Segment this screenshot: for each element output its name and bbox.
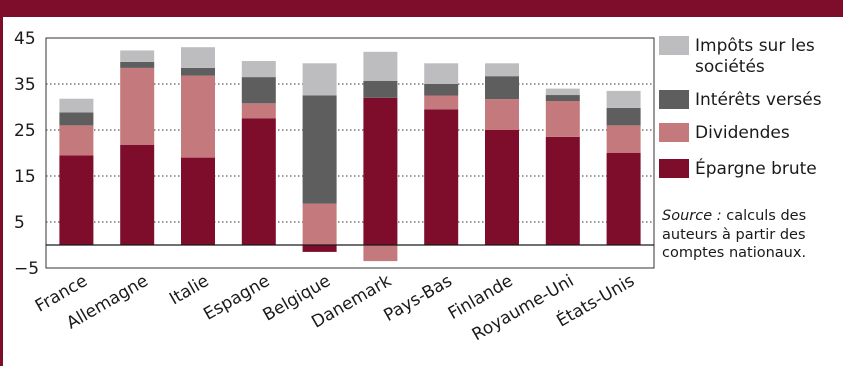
bar-segment [606, 90, 641, 108]
legend-label-dividendes: Dividendes [695, 123, 790, 143]
source-label: Source : [662, 208, 722, 224]
bar-segment [363, 97, 398, 245]
bar-segment [485, 63, 519, 77]
bar-segment [181, 67, 215, 76]
y-tick-labels: 45 35 25 15 5 −5 [14, 29, 39, 279]
legend-swatch-impots [659, 36, 689, 55]
bar-segment [606, 125, 641, 153]
bar-segment [302, 245, 337, 252]
bar-segment [545, 136, 580, 245]
x-tick-label: Espagne [200, 271, 273, 325]
bar-segment [181, 75, 215, 158]
axis-layer [45, 37, 655, 269]
bar-segment [485, 130, 519, 245]
bar-segment [545, 95, 580, 102]
bar-segment [59, 98, 94, 113]
bar-segment [241, 118, 276, 245]
x-tick-label: Pays-Bas [380, 271, 455, 326]
bar-segment [59, 125, 94, 156]
y-tick-label: 15 [14, 167, 36, 187]
legend-swatch-interets [659, 90, 689, 109]
header-band [0, 0, 843, 17]
legend-label-impots: Impôts sur les sociétés [695, 36, 815, 77]
legend-swatch-epargne [659, 159, 689, 178]
source-text: calculs des auteurs à partir des comptes… [662, 208, 807, 261]
bar-segment [302, 203, 337, 245]
bar-segment [363, 51, 398, 81]
left-border [0, 17, 3, 366]
y-tick-label: −5 [14, 259, 39, 279]
legend-label-epargne: Épargne brute [695, 159, 817, 179]
bar-segment [545, 101, 580, 137]
bar-segment [59, 112, 94, 126]
y-tick-label: 25 [14, 121, 36, 141]
bar-segment [424, 63, 459, 84]
bar-segment [424, 95, 459, 110]
source-note: Source : calculs des auteurs à partir de… [662, 207, 838, 263]
bar-segment [485, 99, 519, 130]
legend-item-interets: Intérêts versés [659, 90, 835, 111]
y-tick-label: 45 [14, 29, 36, 49]
bar-segment [545, 88, 580, 96]
plot-frame [45, 37, 655, 269]
bar-segment [120, 144, 155, 245]
bar-segment [241, 103, 276, 119]
bar-segment [606, 153, 641, 245]
bar-segment [241, 77, 276, 104]
bar-segment [181, 157, 215, 245]
bar-segment [120, 50, 155, 62]
bar-segment [424, 84, 459, 96]
x-tick-label: Royaume-Uni [469, 271, 578, 345]
legend-item-epargne: Épargne brute [659, 159, 835, 180]
bar-segment [424, 109, 459, 245]
legend-item-impots: Impôts sur les sociétés [659, 36, 835, 78]
bar-segment [181, 47, 215, 68]
legend-item-dividendes: Dividendes [659, 123, 835, 144]
legend-swatch-dividendes [659, 123, 689, 142]
legend-label-interets: Intérêts versés [695, 90, 822, 110]
bar-segment [363, 245, 398, 262]
bar-segment [363, 80, 398, 98]
y-tick-label: 5 [14, 213, 25, 233]
bar-segment [59, 155, 94, 245]
bar-segment [120, 67, 155, 145]
y-tick-label: 35 [14, 75, 36, 95]
bar-segment [606, 107, 641, 126]
bar-segment [241, 61, 276, 78]
bar-segment [302, 63, 337, 96]
bar-segment [302, 95, 337, 204]
bar-segment [485, 76, 519, 100]
bar-segment [120, 61, 155, 68]
bars-layer [59, 47, 641, 262]
